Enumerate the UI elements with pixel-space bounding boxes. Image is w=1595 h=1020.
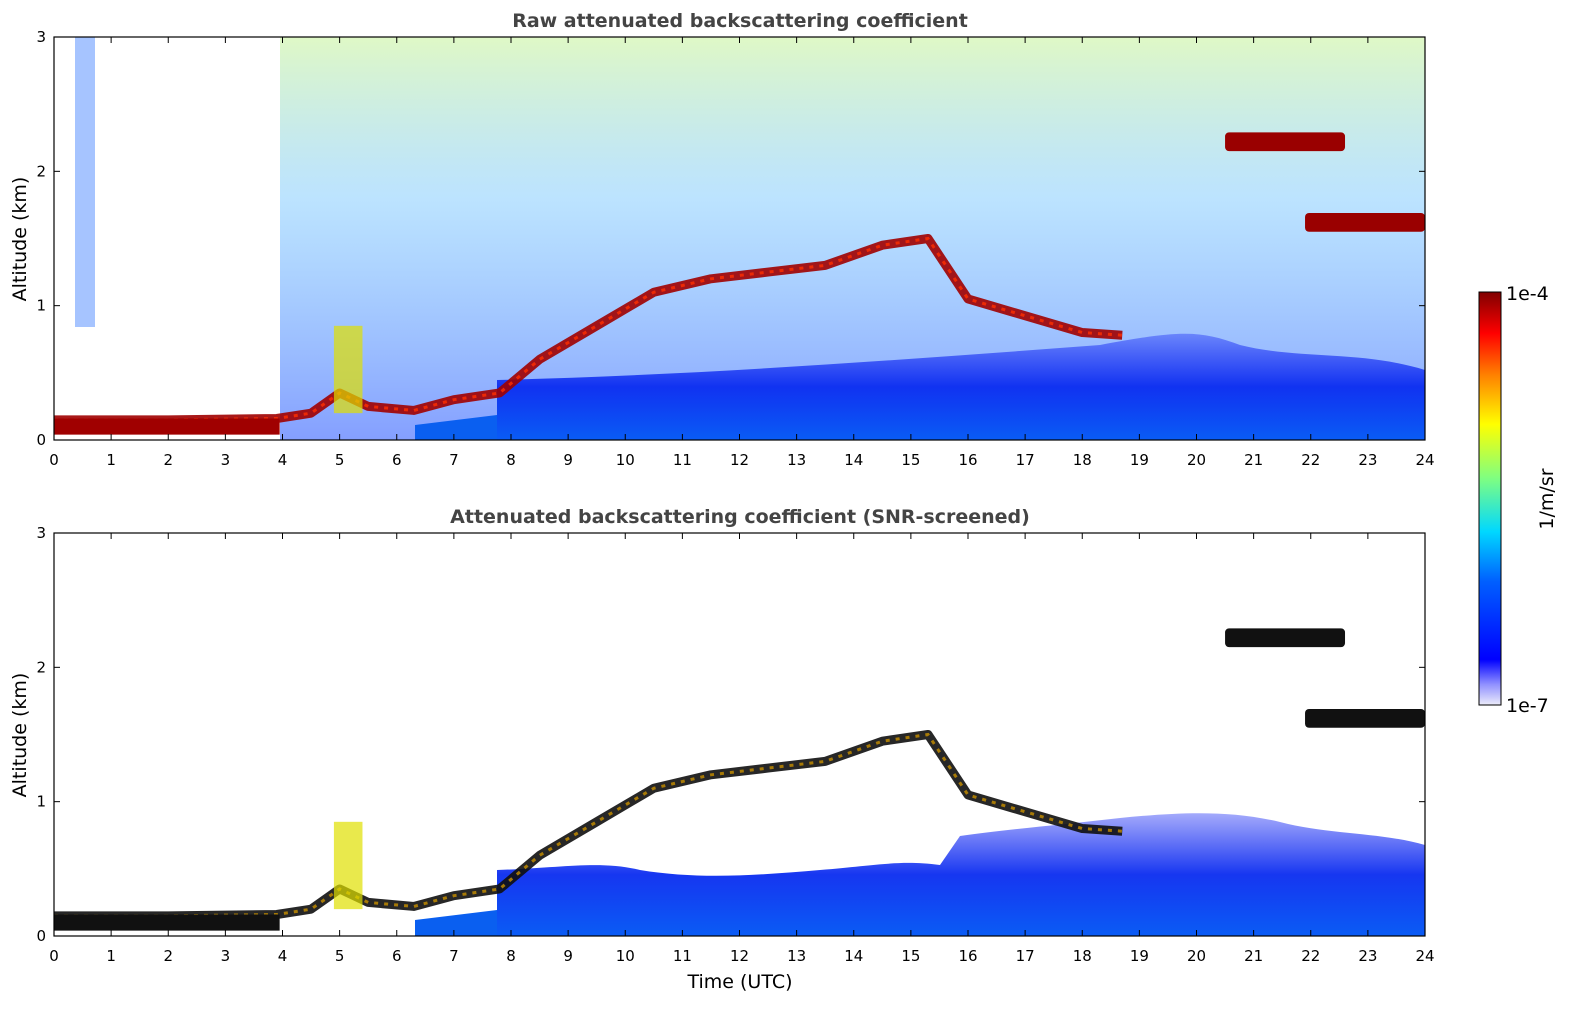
top-x-tick-label: 1 bbox=[106, 451, 116, 469]
top-x-tick-label: 22 bbox=[1301, 451, 1320, 469]
top-x-ticks: 0 1 2 3 4 5 6 7 8 9 10 11 12 13 14 15 16 17 18 19 20 21 22 23 24 bbox=[49, 37, 1435, 469]
bottom-x-tick-label: 1 bbox=[106, 947, 116, 965]
bottom-x-tick-label: 9 bbox=[563, 947, 573, 965]
top-y-tick-label: 1 bbox=[36, 297, 46, 315]
top-x-tick-label: 16 bbox=[958, 451, 977, 469]
bottom-boundary-layer-edge bbox=[54, 732, 1123, 918]
top-y-tick-label: 2 bbox=[36, 162, 46, 180]
top-x-tick-label: 11 bbox=[673, 451, 692, 469]
top-x-tick-label: 20 bbox=[1187, 451, 1206, 469]
colorbar-max-label: 1e-4 bbox=[1506, 283, 1549, 305]
bottom-chart-title: Attenuated backscattering coefficient (S… bbox=[450, 506, 1030, 528]
bottom-x-tick-label: 13 bbox=[787, 947, 806, 965]
bottom-x-tick-label: 8 bbox=[506, 947, 516, 965]
top-boundary-layer bbox=[54, 132, 1425, 435]
top-x-tick-label: 17 bbox=[1016, 451, 1035, 469]
top-x-tick-label: 10 bbox=[616, 451, 635, 469]
bottom-x-tick-label: 5 bbox=[335, 947, 345, 965]
top-low-aerosol-morning bbox=[415, 415, 497, 440]
bottom-x-tick-label: 19 bbox=[1130, 947, 1149, 965]
colorbar-min-label: 1e-7 bbox=[1506, 695, 1549, 717]
top-morning-plume bbox=[333, 325, 363, 414]
top-x-tick-label: 9 bbox=[563, 451, 573, 469]
bottom-x-tick-label: 16 bbox=[958, 947, 977, 965]
bottom-low-aerosol-morning bbox=[415, 910, 497, 936]
top-x-tick-label: 8 bbox=[506, 451, 516, 469]
bottom-x-tick-label: 22 bbox=[1301, 947, 1320, 965]
top-y-axis-label: Altitude (km) bbox=[9, 177, 31, 302]
top-x-tick-label: 7 bbox=[449, 451, 459, 469]
bottom-x-tick-label: 6 bbox=[392, 947, 402, 965]
bottom-y-axis-label: Altitude (km) bbox=[9, 673, 31, 798]
colorbar-gradient bbox=[1478, 291, 1502, 706]
bottom-y-tick-label: 1 bbox=[36, 793, 46, 811]
colorbar: 1e-4 1e-7 1/m/sr bbox=[1478, 283, 1558, 717]
top-x-tick-label: 12 bbox=[730, 451, 749, 469]
top-plot: 0 1 2 3 4 5 6 7 8 9 10 11 12 13 14 15 16 17 18 19 20 21 22 23 24… bbox=[9, 28, 1435, 469]
bottom-y-tick-label: 3 bbox=[36, 524, 46, 542]
top-low-aerosol bbox=[497, 333, 1425, 440]
bottom-y-ticks: 0 1 2 3 bbox=[36, 524, 1425, 945]
top-x-tick-label: 3 bbox=[221, 451, 231, 469]
top-chart-title: Raw attenuated backscattering coefficien… bbox=[512, 10, 968, 32]
bottom-x-tick-label: 12 bbox=[730, 947, 749, 965]
top-morning-layer bbox=[54, 418, 280, 435]
bottom-x-ticks: 0 1 2 3 4 5 6 7 8 9 10 11 12 13 14 15 16 17 18 19 20 21 22 23 24 bbox=[49, 533, 1435, 965]
colorbar-unit-label: 1/m/sr bbox=[1536, 468, 1558, 529]
top-y-tick-label: 3 bbox=[36, 28, 46, 46]
top-x-tick-label: 2 bbox=[163, 451, 173, 469]
top-x-tick-label: 4 bbox=[278, 451, 288, 469]
bottom-plot: 0 1 2 3 4 5 6 7 8 9 10 11 12 13 14 15 16 17 18 19 20 21 22 23 24… bbox=[9, 524, 1435, 993]
top-x-tick-label: 18 bbox=[1073, 451, 1092, 469]
top-boundary-layer-edge bbox=[54, 236, 1123, 422]
top-x-tick-label: 24 bbox=[1415, 451, 1434, 469]
bottom-x-tick-label: 14 bbox=[844, 947, 863, 965]
bottom-boundary-layer bbox=[54, 628, 1425, 931]
top-x-tick-label: 23 bbox=[1358, 451, 1377, 469]
bottom-cloud-layer bbox=[1225, 628, 1346, 648]
bottom-x-tick-label: 17 bbox=[1016, 947, 1035, 965]
top-y-tick-label: 0 bbox=[36, 431, 46, 449]
bottom-x-tick-label: 2 bbox=[163, 947, 173, 965]
bottom-x-tick-label: 3 bbox=[221, 947, 231, 965]
top-cloud-layer bbox=[1305, 212, 1425, 232]
top-cloud-layer bbox=[1225, 132, 1346, 152]
bottom-x-tick-label: 0 bbox=[49, 947, 59, 965]
bottom-x-tick-label: 7 bbox=[449, 947, 459, 965]
top-x-tick-label: 0 bbox=[49, 451, 59, 469]
top-heatmap bbox=[54, 37, 1425, 440]
bottom-morning-plume bbox=[333, 821, 363, 910]
top-y-ticks: 0 1 2 3 bbox=[36, 28, 1425, 449]
top-x-tick-label: 19 bbox=[1130, 451, 1149, 469]
top-x-tick-label: 14 bbox=[844, 451, 863, 469]
top-x-tick-label: 21 bbox=[1244, 451, 1263, 469]
bottom-x-tick-label: 23 bbox=[1358, 947, 1377, 965]
top-x-tick-label: 13 bbox=[787, 451, 806, 469]
bottom-x-tick-label: 20 bbox=[1187, 947, 1206, 965]
bottom-x-tick-label: 21 bbox=[1244, 947, 1263, 965]
top-x-tick-label: 5 bbox=[335, 451, 345, 469]
top-noise-streak bbox=[75, 37, 95, 327]
bottom-x-tick-label: 18 bbox=[1073, 947, 1092, 965]
bottom-x-tick-label: 4 bbox=[278, 947, 288, 965]
bottom-x-tick-label: 10 bbox=[616, 947, 635, 965]
x-axis-label: Time (UTC) bbox=[686, 971, 792, 993]
top-x-tick-label: 6 bbox=[392, 451, 402, 469]
bottom-y-tick-label: 0 bbox=[36, 927, 46, 945]
bottom-x-tick-label: 11 bbox=[673, 947, 692, 965]
bottom-cloud-layer bbox=[1305, 708, 1425, 728]
bottom-low-aerosol bbox=[497, 813, 1425, 936]
bottom-x-tick-label: 15 bbox=[901, 947, 920, 965]
top-x-tick-label: 15 bbox=[901, 451, 920, 469]
bottom-x-tick-label: 24 bbox=[1415, 947, 1434, 965]
bottom-y-tick-label: 2 bbox=[36, 658, 46, 676]
bottom-morning-layer bbox=[54, 914, 280, 931]
bottom-heatmap bbox=[54, 628, 1425, 936]
